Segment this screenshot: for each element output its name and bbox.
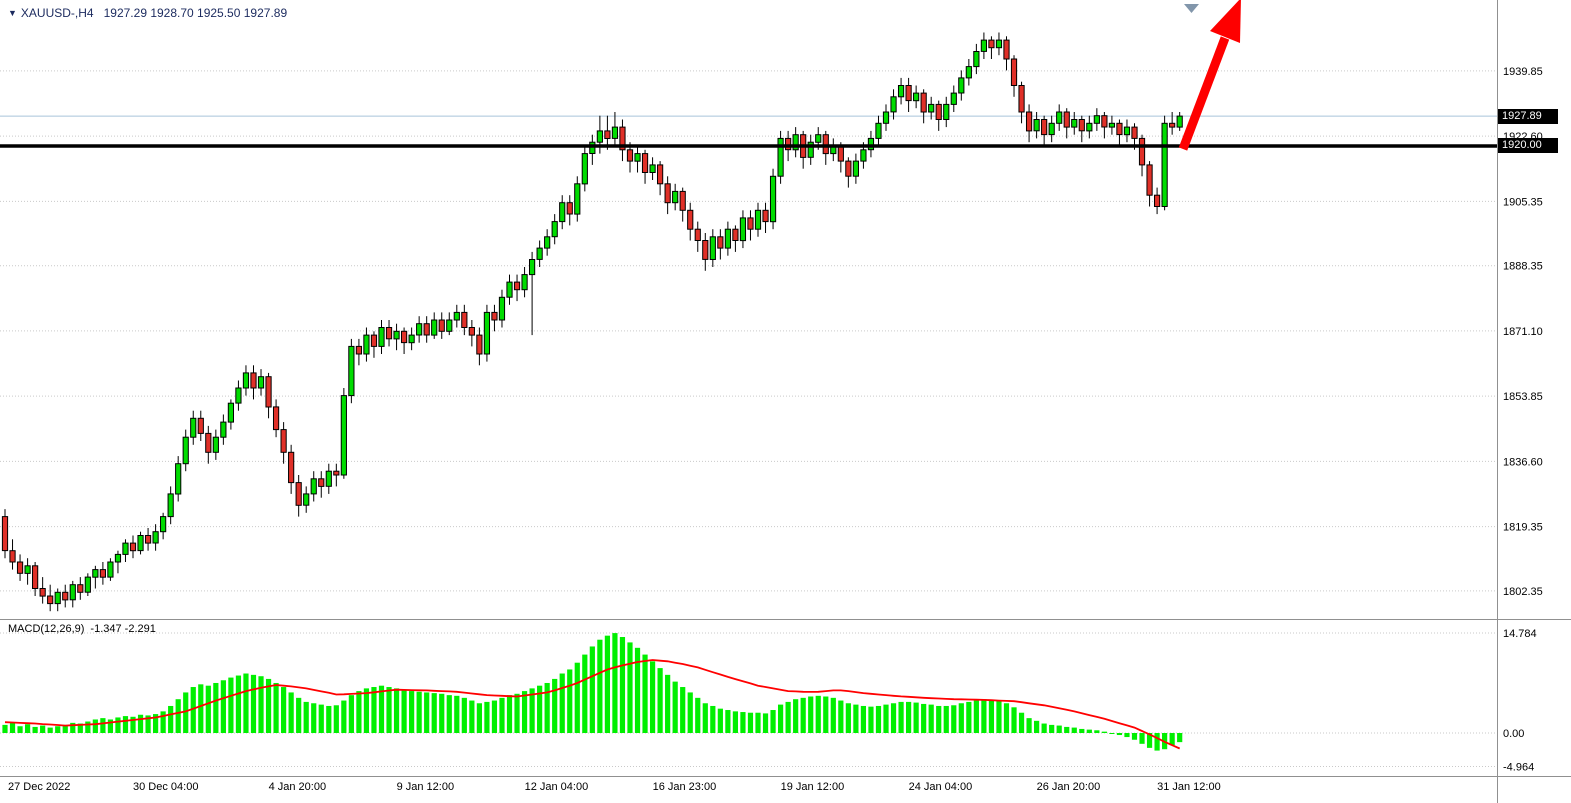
time-axis-label: 30 Dec 04:00 bbox=[133, 781, 198, 793]
price-axis-label: 1802.35 bbox=[1503, 586, 1543, 598]
price-axis-label: 1819.35 bbox=[1503, 522, 1543, 534]
grid-lines bbox=[0, 70, 1497, 768]
price-axis-label: 1888.35 bbox=[1503, 261, 1543, 273]
time-axis-label: 12 Jan 04:00 bbox=[525, 781, 589, 793]
level-price-tag: 1920.00 bbox=[1498, 138, 1558, 153]
price-axis-labels: 1939.851922.601905.351888.351871.101853.… bbox=[1503, 66, 1543, 774]
price-axis-label: 1871.10 bbox=[1503, 326, 1543, 338]
time-axis-label: 24 Jan 04:00 bbox=[909, 781, 973, 793]
time-axis-label: 27 Dec 2022 bbox=[8, 781, 70, 793]
price-axis-label: 1836.60 bbox=[1503, 456, 1543, 468]
macd-scale-label: 14.784 bbox=[1503, 628, 1537, 640]
time-axis-label: 16 Jan 23:00 bbox=[653, 781, 717, 793]
macd-scale-label: -4.964 bbox=[1503, 762, 1534, 774]
chart-header: ▼ XAUUSD-,H4 1927.29 1928.70 1925.50 1927.… bbox=[8, 6, 287, 20]
time-axis-label: 31 Jan 12:00 bbox=[1157, 781, 1221, 793]
price-axis-label: 1905.35 bbox=[1503, 196, 1543, 208]
macd-scale-label: 0.00 bbox=[1503, 728, 1524, 740]
time-axis-label: 19 Jan 12:00 bbox=[781, 781, 845, 793]
macd-indicator-label: MACD(12,26,9) -1.347 -2.291 bbox=[8, 623, 162, 635]
time-axis-labels: 27 Dec 2022 30 Dec 04:00 4 Jan 20:00 9 Jan … bbox=[8, 781, 1221, 793]
symbol-marker-icon: ▼ bbox=[8, 8, 17, 18]
macd-values: -1.347 -2.291 bbox=[90, 623, 156, 635]
price-axis-label: 1853.85 bbox=[1503, 391, 1543, 403]
price-axis-label: 1939.85 bbox=[1503, 66, 1543, 78]
current-price-tag: 1927.89 bbox=[1498, 109, 1558, 124]
ohlc-values: 1927.29 1928.70 1925.50 1927.89 bbox=[103, 6, 288, 20]
time-axis-label: 9 Jan 12:00 bbox=[397, 781, 455, 793]
macd-histogram bbox=[2, 633, 1183, 751]
candles bbox=[1, 32, 1183, 612]
macd-signal-line bbox=[4, 659, 1181, 750]
chart-shift-marker-icon[interactable] bbox=[1184, 4, 1199, 13]
trend-arrow[interactable] bbox=[1178, 0, 1241, 151]
symbol-timeframe-label: XAUUSD-,H4 bbox=[20, 6, 94, 20]
time-axis-label: 26 Jan 20:00 bbox=[1037, 781, 1101, 793]
macd-name: MACD(12,26,9) bbox=[8, 623, 85, 635]
time-axis-label: 4 Jan 20:00 bbox=[269, 781, 327, 793]
